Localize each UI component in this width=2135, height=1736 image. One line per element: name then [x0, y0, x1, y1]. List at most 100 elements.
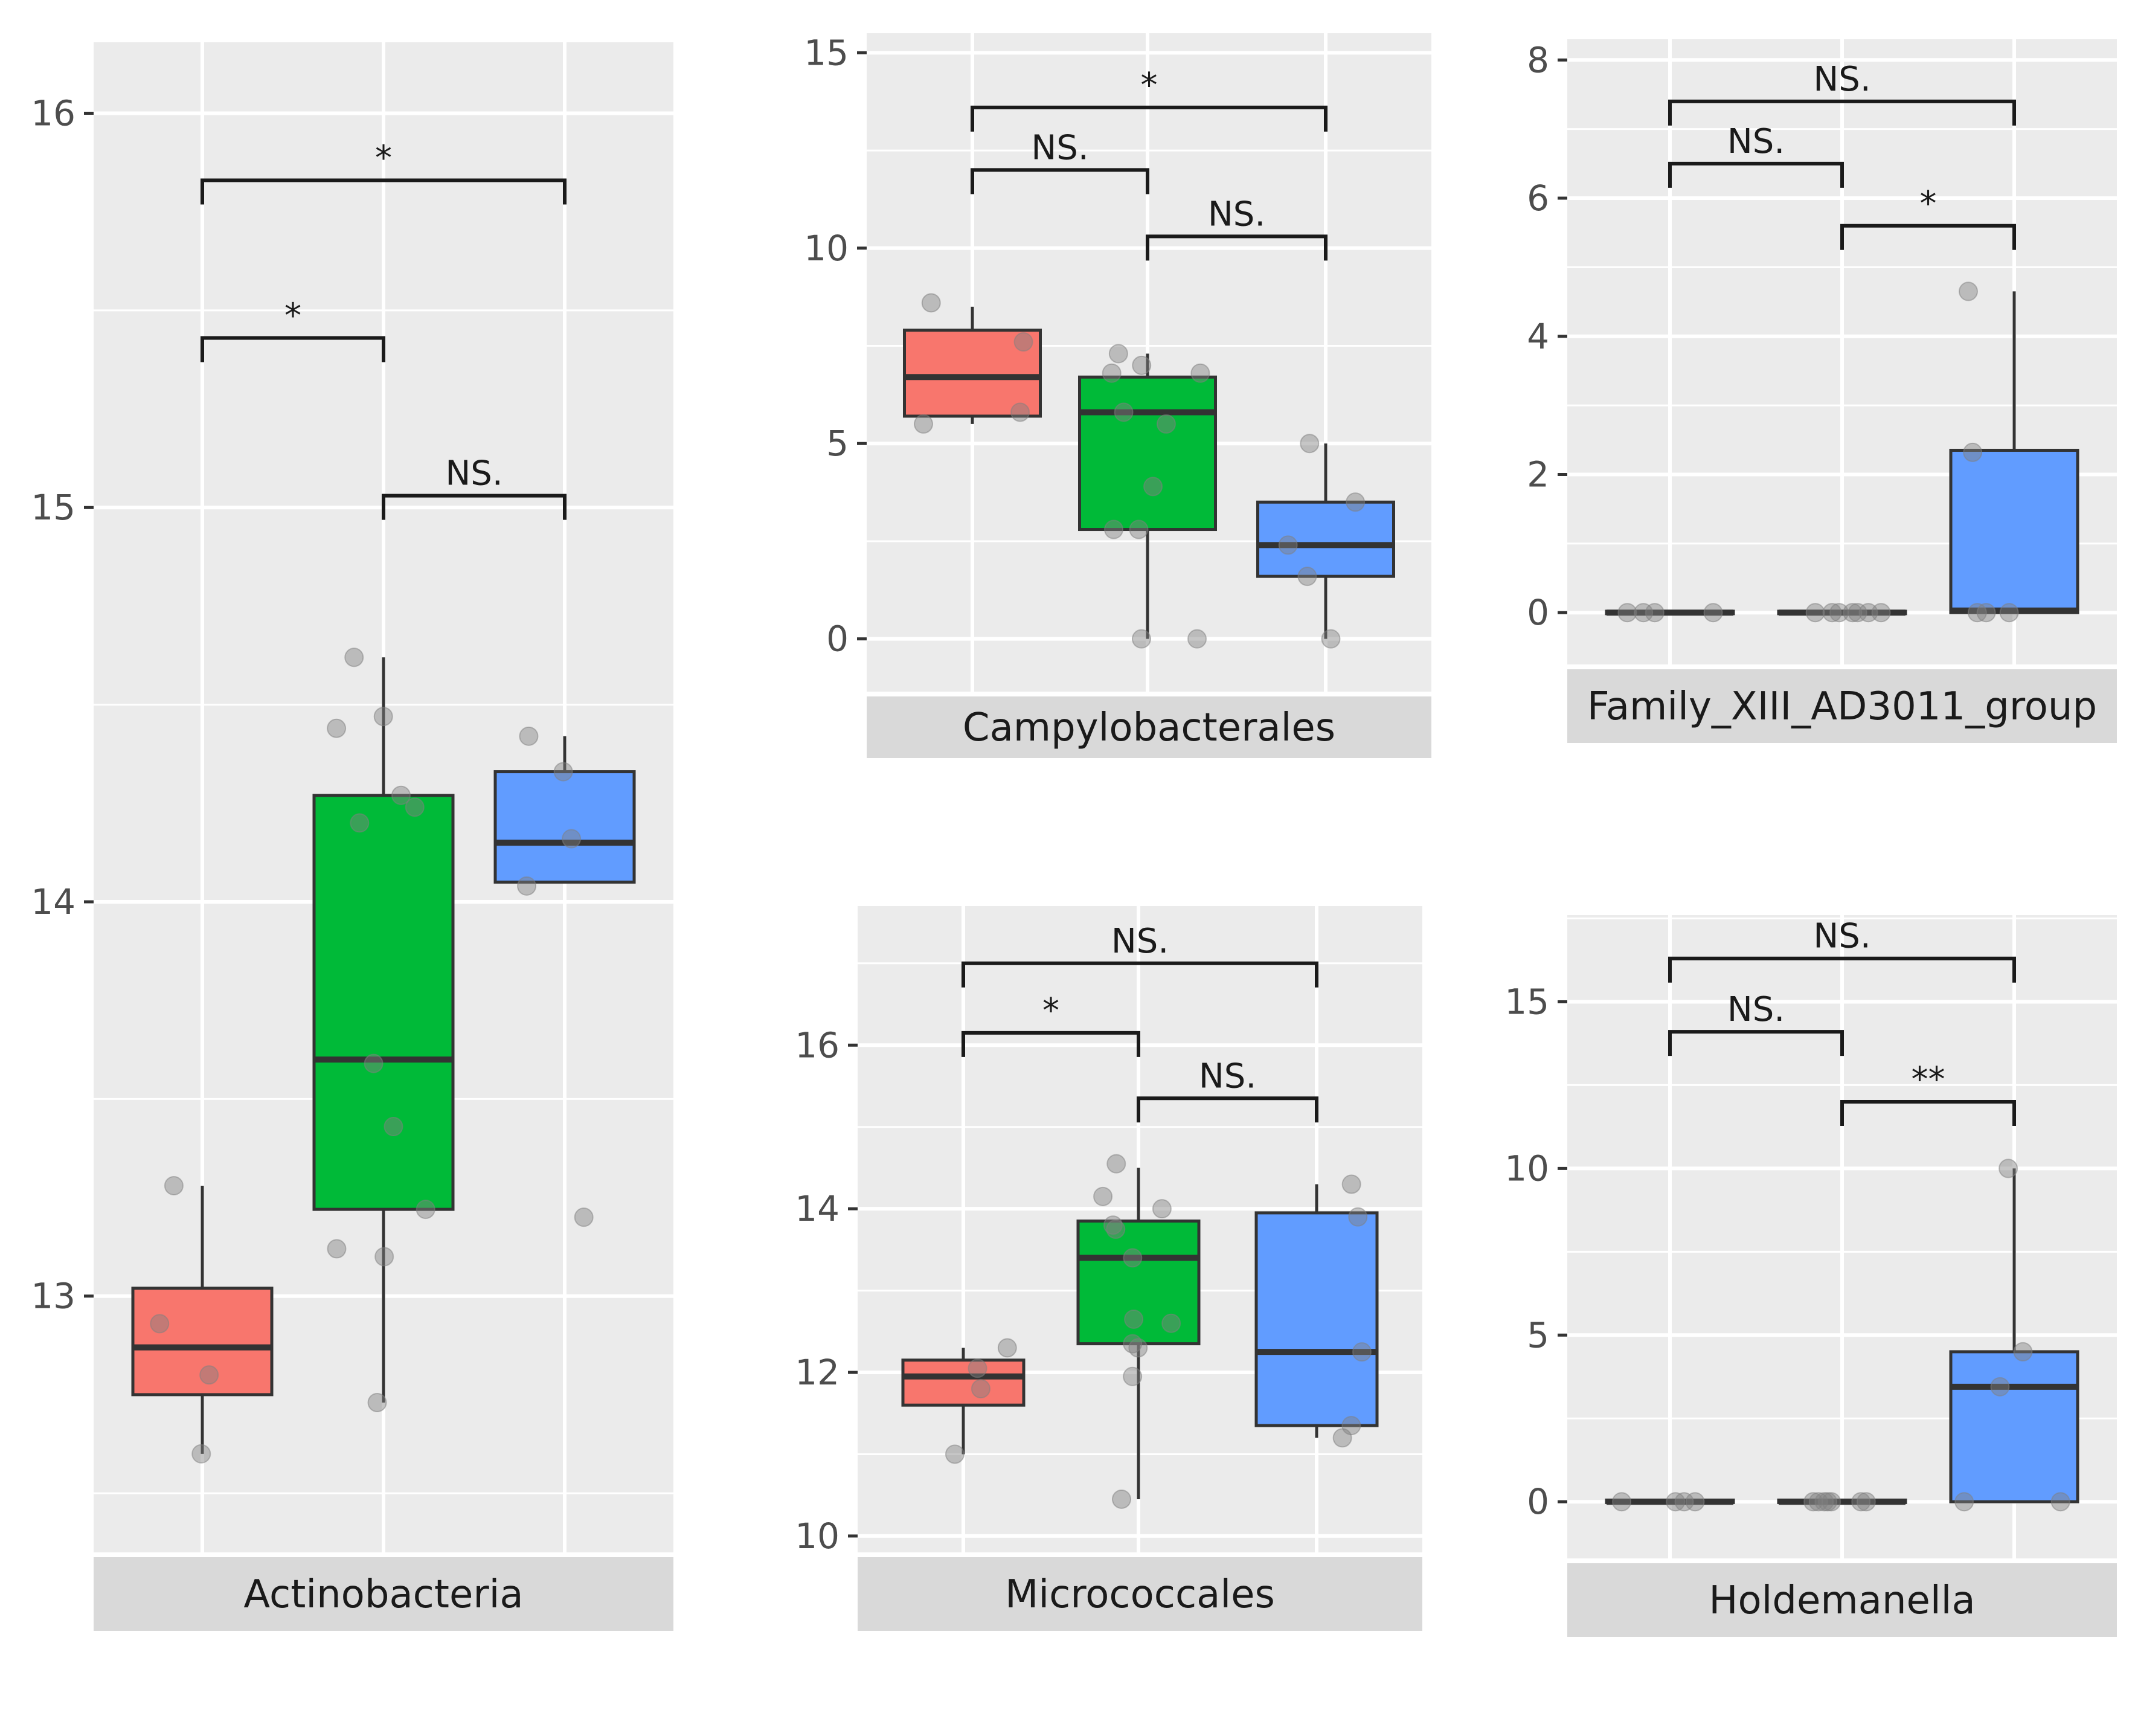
data-point — [1963, 442, 1983, 462]
data-point — [971, 1379, 990, 1399]
data-point — [1103, 1215, 1123, 1235]
data-point — [150, 1314, 170, 1334]
data-point — [1129, 519, 1149, 539]
y-tick-label: 15 — [1504, 981, 1549, 1022]
significance-label: * — [1042, 991, 1059, 1030]
panel-2: 0 5 10 15 NS. NS. * Campylobacterales — [804, 32, 1431, 758]
data-point — [1297, 567, 1317, 587]
y-tick-label: 0 — [1527, 1481, 1549, 1522]
data-point — [1124, 1309, 1144, 1329]
box-group-1 — [1605, 1498, 1735, 1505]
iqr-box — [493, 770, 636, 884]
data-point — [517, 876, 537, 896]
data-point — [327, 718, 347, 738]
significance-label: NS. — [1813, 60, 1870, 99]
data-point — [1132, 355, 1152, 375]
data-point — [1999, 603, 2019, 623]
data-point — [373, 707, 393, 727]
data-point — [914, 414, 934, 434]
data-point — [1348, 1207, 1368, 1227]
significance-label: NS. — [1031, 128, 1088, 167]
data-point — [553, 762, 573, 782]
significance-bracket — [1668, 956, 2016, 983]
y-tick-label: 15 — [31, 487, 75, 528]
data-point — [1114, 402, 1134, 422]
data-point — [327, 1239, 347, 1259]
data-point — [921, 293, 941, 313]
data-point — [1634, 603, 1654, 623]
data-point — [1013, 332, 1033, 352]
y-tick-label: 16 — [31, 92, 75, 133]
data-point — [1321, 629, 1341, 649]
box-group-1 — [1605, 609, 1735, 616]
data-point — [2050, 1492, 2070, 1512]
data-point — [1856, 1492, 1876, 1512]
data-point — [1156, 414, 1176, 434]
data-point — [1131, 629, 1151, 649]
significance-label: NS. — [1208, 194, 1265, 234]
data-point — [562, 829, 582, 849]
y-tick-label: 8 — [1527, 39, 1549, 80]
data-point — [1102, 363, 1122, 383]
significance-label: * — [375, 138, 392, 178]
facet-strip — [858, 1557, 1422, 1631]
iqr-box — [1256, 500, 1395, 578]
panel-4: 10 12 14 16 * NS. NS. Micrococcales — [795, 906, 1422, 1631]
data-point — [519, 726, 539, 746]
data-point — [1703, 603, 1723, 623]
iqr-box — [1076, 1219, 1201, 1346]
significance-bracket — [1668, 1030, 1844, 1056]
box-group-3 — [493, 736, 636, 884]
data-point — [1645, 603, 1665, 623]
facet-title: Holdemanella — [1709, 1578, 1975, 1623]
facet-title: Micrococcales — [1005, 1572, 1275, 1617]
data-point — [1666, 1492, 1686, 1512]
y-tick-label: 0 — [826, 619, 849, 660]
data-point — [1808, 1492, 1828, 1512]
data-point — [1685, 1492, 1705, 1512]
significance-label: NS. — [1727, 122, 1785, 161]
significance-label: NS. — [1199, 1056, 1256, 1096]
data-point — [350, 813, 370, 833]
data-point — [164, 1175, 184, 1195]
data-point — [1976, 603, 1996, 623]
facet-strip — [1567, 669, 2117, 743]
box-group-2 — [1076, 1168, 1201, 1499]
data-point — [1999, 1159, 2018, 1178]
y-tick-label: 0 — [1527, 592, 1549, 633]
data-point — [1143, 477, 1163, 497]
box-group-1 — [131, 1185, 274, 1454]
box-group-3 — [1949, 291, 2079, 614]
data-point — [1123, 1248, 1143, 1268]
y-tick-label: 13 — [31, 1276, 75, 1317]
data-point — [1341, 1416, 1361, 1436]
y-tick-label: 2 — [1527, 454, 1549, 495]
y-tick-label: 5 — [1527, 1314, 1549, 1355]
data-point — [1848, 603, 1867, 623]
data-point — [1843, 603, 1863, 623]
y-tick-label: 10 — [804, 228, 849, 269]
iqr-box — [901, 1358, 1026, 1407]
data-point — [416, 1200, 435, 1220]
box-group-2 — [1777, 1498, 1907, 1505]
significance-bracket — [1668, 161, 1844, 188]
significance-bracket — [382, 493, 567, 520]
data-point — [1187, 629, 1207, 649]
panel-3: 0 2 4 6 8 NS. * NS. Family_XIII_AD3011_group — [1527, 39, 2117, 743]
y-tick-label: 10 — [1504, 1148, 1549, 1189]
significance-bracket — [1840, 223, 2016, 250]
data-point — [1123, 1334, 1143, 1354]
data-point — [1278, 535, 1298, 555]
significance-bracket — [962, 1030, 1140, 1057]
significance-bracket — [1840, 1100, 2016, 1127]
data-point — [384, 1117, 403, 1137]
box-group-3 — [1254, 1184, 1379, 1438]
y-tick-label: 12 — [795, 1352, 840, 1393]
data-point — [1346, 492, 1366, 512]
data-point — [1111, 1489, 1131, 1509]
data-point — [997, 1338, 1017, 1358]
data-point — [367, 1392, 387, 1412]
data-point — [1108, 344, 1128, 364]
significance-label: NS. — [1727, 990, 1785, 1029]
